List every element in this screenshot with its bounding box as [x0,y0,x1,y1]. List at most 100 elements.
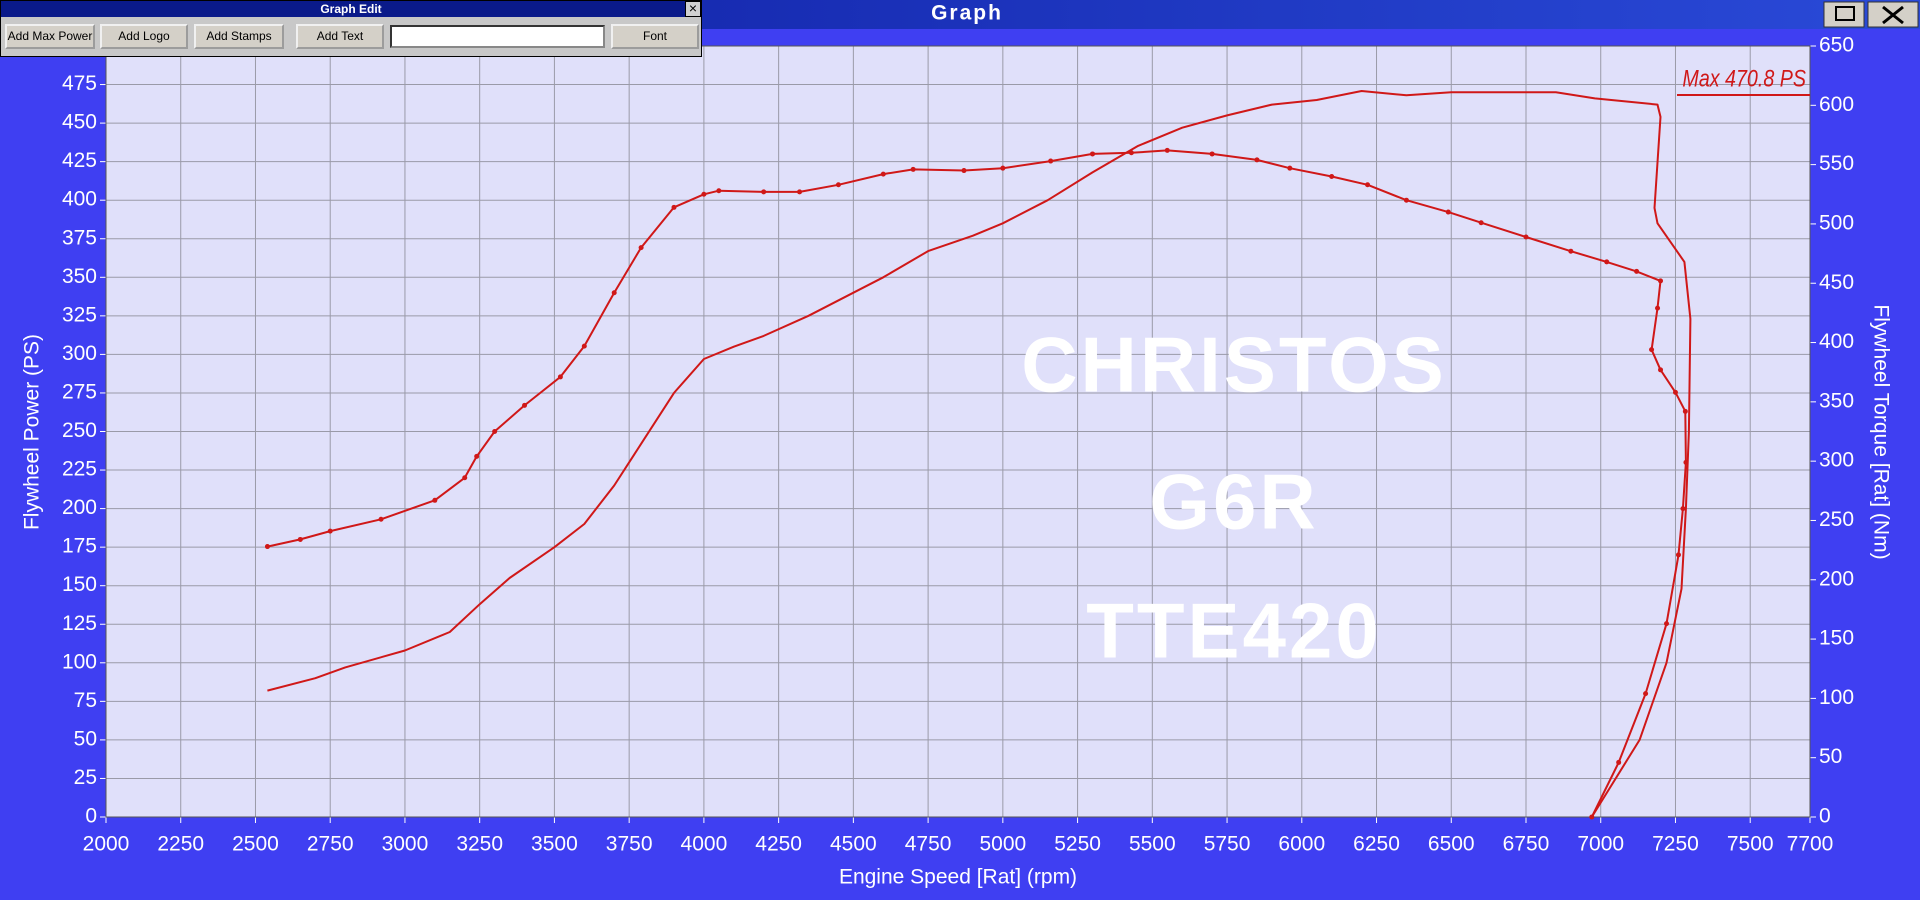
y-tick-label: 400 [62,188,97,211]
y-axis-title: Flywheel Power (PS) [21,334,44,530]
series-marker [1658,278,1664,284]
text-input[interactable] [390,25,605,48]
series-marker [961,168,967,174]
y2-tick-label: 600 [1819,93,1854,116]
series-marker [1616,759,1622,765]
x-tick-label: 4500 [830,833,877,856]
y-tick-label: 125 [62,612,97,635]
series-marker [297,536,303,542]
series-marker [1664,621,1670,627]
x-tick-label: 6250 [1353,833,1400,856]
series-marker [761,189,767,195]
x-tick-label: 2500 [232,833,279,856]
series-marker [1090,151,1096,157]
series-marker [1643,691,1649,697]
series-marker [1634,268,1640,274]
series-marker [557,374,563,380]
series-marker [1568,248,1574,254]
window-title: Graph [931,2,1003,25]
series-marker [1682,408,1688,414]
y-tick-label: 175 [62,535,97,558]
y2-tick-label: 200 [1819,567,1854,590]
series-marker [492,429,498,434]
x-tick-label: 5000 [979,833,1026,856]
y2-tick-label: 150 [1819,627,1854,650]
y2-tick-label: 0 [1819,805,1831,828]
series-marker [1000,165,1006,171]
series-marker [1658,367,1664,373]
x-tick-label: 7700 [1787,833,1834,856]
add-text-button[interactable]: Add Text [296,24,384,49]
x-tick-label: 7000 [1577,833,1624,856]
y2-axis-title: Flywheel Torque [Rat] (Nm) [1869,304,1892,559]
series-marker [327,528,333,534]
x-tick-label: 4750 [905,833,952,856]
font-button[interactable]: Font [611,24,699,49]
series-marker [1649,347,1655,353]
series-marker [1403,197,1409,203]
x-axis-title: Engine Speed [Rat] (rpm) [839,866,1077,889]
series-marker [264,544,270,550]
add-logo-button[interactable]: Add Logo [100,24,188,49]
series-marker [671,204,677,210]
series-marker [1604,259,1610,265]
restore-button[interactable] [1823,1,1865,28]
y2-tick-label: 650 [1819,34,1854,57]
y-tick-label: 25 [74,766,97,789]
series-marker [432,497,438,503]
series-marker [1365,182,1371,188]
x-tick-label: 3750 [606,833,653,856]
watermark: G6R [1149,458,1318,546]
add-stamps-button[interactable]: Add Stamps [194,24,284,49]
y2-tick-label: 500 [1819,211,1854,234]
y2-tick-label: 450 [1819,271,1854,294]
x-tick-label: 5500 [1129,833,1176,856]
y-tick-label: 425 [62,149,97,172]
x-tick-label: 6750 [1503,833,1550,856]
add-max-power-button[interactable]: Add Max Power [5,24,95,49]
series-marker [1672,389,1678,395]
y-tick-label: 200 [62,496,97,519]
y2-tick-label: 350 [1819,389,1854,412]
y-tick-label: 250 [62,419,97,442]
x-tick-label: 6000 [1278,833,1325,856]
y-tick-label: 225 [62,458,97,481]
x-tick-label: 3000 [382,833,429,856]
series-marker [522,402,528,408]
y-tick-label: 100 [62,650,97,673]
series-marker [1655,305,1661,311]
series-marker [1523,234,1529,240]
series-marker [1478,220,1484,226]
series-marker [835,182,841,188]
x-tick-label: 4250 [755,833,802,856]
x-tick-label: 7250 [1652,833,1699,856]
y-tick-label: 75 [74,689,97,712]
y-tick-label: 275 [62,380,97,403]
series-marker [1445,209,1451,215]
y-tick-label: 325 [62,303,97,326]
series-line [267,90,1692,818]
y-tick-label: 450 [62,111,97,134]
x-tick-label: 3250 [456,833,503,856]
series-marker [701,191,707,197]
series-marker [462,475,468,481]
y-tick-label: 300 [62,342,97,365]
x-tick-label: 6500 [1428,833,1475,856]
chart-layer: 0 25 50 75 100 125 150 175 200 225 250 275 300 325 350… [62,34,1854,856]
toolbar-close[interactable]: × [685,1,701,17]
x-tick-label: 2250 [157,833,204,856]
watermark: TTE420 [1086,587,1381,675]
x-tick-label: 5250 [1054,833,1101,856]
series-marker [1680,506,1686,512]
series-marker [1164,147,1170,153]
y2-tick-label: 550 [1819,152,1854,175]
series-marker [638,245,644,251]
restore-icon [1835,6,1855,21]
graph-edit-toolbar: Graph Edit × Add Max Power Add Logo Add … [0,0,702,57]
close-icon [1882,5,1904,25]
plot-border [105,45,1811,818]
y-tick-label: 0 [85,805,97,828]
series-marker [910,166,916,172]
